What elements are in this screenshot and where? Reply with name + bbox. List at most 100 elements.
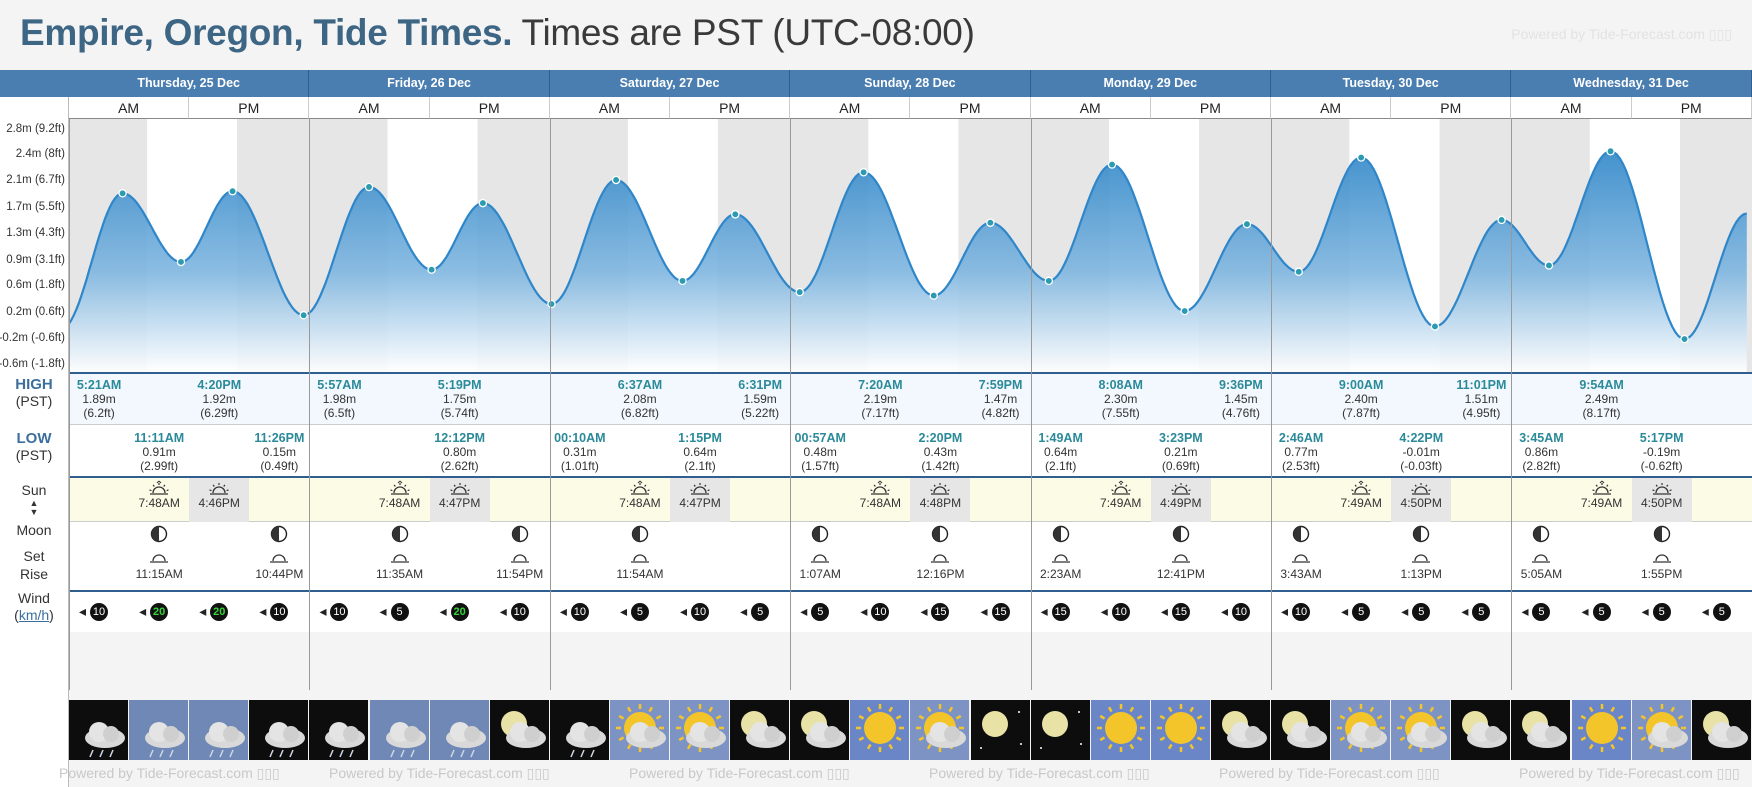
low-label: LOW (PST) (0, 430, 68, 464)
day-header: Thursday, 25 Dec (69, 70, 310, 97)
moonrise-icon (630, 554, 649, 563)
sunset-cell: 4:47PM (429, 478, 490, 522)
sunrise-time: 7:48AM (619, 496, 661, 510)
low-tide-point (299, 310, 308, 320)
moon-phase-icon (150, 525, 168, 543)
sunset-time: 4:49PM (1160, 496, 1202, 510)
left-header-bar (0, 70, 69, 97)
footer-watermark: Powered by Tide-Forecast.com ▯▯▯ (629, 765, 850, 781)
footer-watermark: Powered by Tide-Forecast.com ▯▯▯ (1519, 765, 1740, 781)
moonset-icon (1292, 554, 1311, 563)
wind-arrow-icon: ◂ (79, 603, 87, 619)
tide-grid: Thursday, 25 Dec AM PM Friday, 26 Dec AM PM Sa… (0, 70, 1752, 787)
high-tide-point (1107, 160, 1117, 169)
sun-icon (1090, 700, 1150, 760)
sunset-time: 4:47PM (438, 496, 481, 510)
high-tide-height: 1.47m (983, 392, 1018, 406)
pm-header: PM (429, 97, 550, 119)
low-tide-time: 5:17PM (1639, 431, 1684, 445)
sunset-icon (690, 483, 710, 495)
low-tide-height: -0.01m (1402, 445, 1440, 459)
low-tide-height-ft: (-0.03ft) (1400, 459, 1443, 473)
wind-arrow-icon: ◂ (319, 603, 327, 619)
high-tide-time: 9:54AM (1579, 378, 1624, 392)
moon-cell: 12:16PM (910, 525, 970, 581)
low-tide-height-ft: (-0.62ft) (1640, 459, 1683, 473)
wind-arrow-icon: ◂ (619, 603, 627, 619)
pm-header: PM (1631, 97, 1752, 119)
set-label-text: Set (23, 548, 45, 564)
low-tide-point (547, 299, 556, 309)
wind-speed: 10 (330, 603, 349, 621)
high-tide-point (859, 168, 868, 177)
sunrise-time: 7:49AM (1580, 496, 1623, 510)
moon-cloud-icon (730, 700, 790, 760)
day-separator (309, 119, 311, 690)
moonrise-icon (390, 554, 409, 563)
sun-cloud-icon (1631, 700, 1691, 760)
high-tide-time: 9:36PM (1219, 378, 1263, 392)
low-tide-height: 0.64m (1043, 445, 1078, 459)
wind-arrow-icon: ◂ (1401, 603, 1409, 619)
high-tide-cell: 9:36PM 1.45m (4.76ft) (1211, 378, 1271, 420)
moon-phase-icon (812, 525, 829, 543)
low-tide-height-ft: (0.49ft) (260, 459, 299, 473)
low-tide-point (1044, 276, 1054, 286)
wind-arrow-icon: ◂ (499, 603, 507, 619)
sunset-cell: 4:46PM (189, 478, 250, 522)
rain-night-icon (69, 700, 129, 760)
powered-by[interactable]: Powered by Tide-Forecast.com ▯▯▯ (1511, 26, 1732, 42)
high-tide-height: 1.92m (202, 392, 236, 406)
high-tide-height-ft: (6.5ft) (323, 406, 356, 420)
tide-line (60, 150, 1748, 341)
high-tide-cell: 9:00AM 2.40m (7.87ft) (1331, 378, 1391, 420)
low-tide-height-ft: (2.53ft) (1282, 459, 1321, 473)
wind-speed: 5 (1712, 603, 1731, 621)
low-tide-cell: 11:26PM 0.15m (0.49ft) (249, 431, 309, 473)
high-tide-point (611, 175, 621, 185)
low-tide-height: 0.31m (563, 445, 597, 459)
wind-arrow-icon: ◂ (379, 603, 387, 619)
clear-night-icon (970, 700, 1030, 760)
footer-watermark: Powered by Tide-Forecast.com ▯▯▯ (929, 765, 1150, 781)
high-tide-time: 9:00AM (1338, 378, 1384, 392)
rain-night-icon (309, 700, 369, 760)
moon-cloud-icon (1451, 700, 1511, 760)
rain-night-icon (549, 700, 609, 760)
wind-speed: 15 (931, 603, 950, 621)
wind-speed: 5 (1652, 603, 1671, 621)
wind-arrow-icon: ◂ (1461, 603, 1469, 619)
high-tide-point (986, 218, 995, 227)
moon-time: 2:23AM (1039, 567, 1082, 581)
moon-phase-icon (271, 525, 288, 543)
tide-chart-svg (0, 119, 1752, 372)
sunrise-cell: 7:48AM (129, 480, 189, 520)
high-tide-point (731, 210, 740, 219)
wind-unit-link[interactable]: km/h (18, 607, 50, 623)
sunset-cell: 4:48PM (910, 478, 971, 522)
sunrise-icon (1111, 480, 1131, 495)
pm-header: PM (189, 97, 310, 119)
high-tide-cell: 7:59PM 1.47m (4.82ft) (971, 378, 1031, 420)
wind-arrow-icon: ◂ (1281, 603, 1289, 619)
am-header: AM (1511, 97, 1632, 119)
sunset-cell: 4:50PM (1631, 478, 1692, 522)
footer-watermark: Powered by Tide-Forecast.com ▯▯▯ (59, 765, 280, 781)
high-label: HIGH (PST) (0, 376, 68, 410)
sunrise-cell: 7:48AM (370, 480, 430, 520)
low-tide-cell: 12:12PM 0.80m (2.62ft) (430, 431, 490, 473)
low-tide-time: 4:22PM (1399, 431, 1444, 445)
high-tide-cell: 4:20PM 1.92m (6.29ft) (189, 378, 249, 420)
moon-cell: 11:54AM (610, 525, 670, 581)
y-tick-label: 2.4m (8ft) (15, 147, 65, 160)
moon-time: 12:41PM (1156, 567, 1205, 581)
sunset-icon (449, 483, 470, 495)
moon-phase-icon (932, 525, 949, 543)
low-tide-cell: 00:10AM 0.31m (1.01ft) (550, 431, 610, 473)
high-tide-height-ft: (6.2ft) (83, 406, 115, 420)
moon-time: 3:43AM (1280, 567, 1322, 581)
low-tide-point (678, 276, 687, 286)
low-tide-height: -0.19m (1642, 445, 1681, 459)
low-tide-height-ft: (2.1ft) (684, 459, 716, 473)
day-separator (69, 119, 70, 690)
